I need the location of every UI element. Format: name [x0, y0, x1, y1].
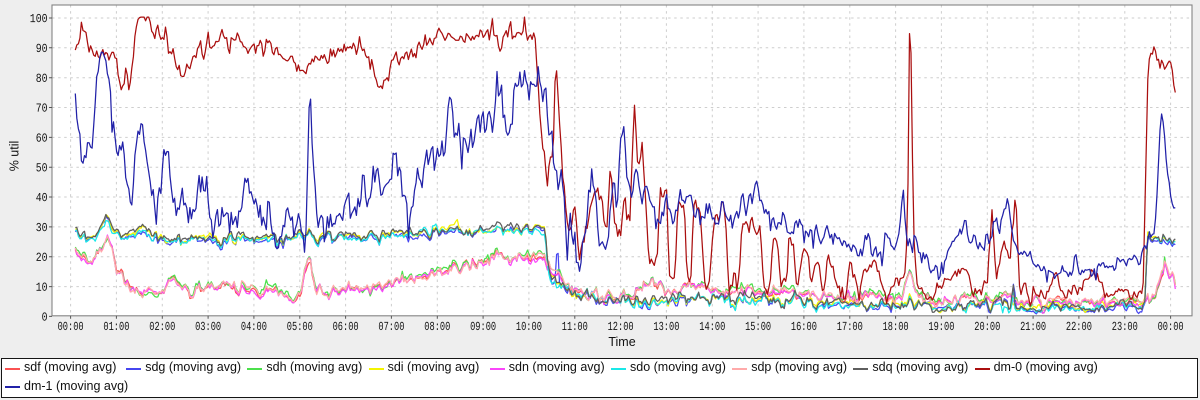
svg-text:70: 70 — [36, 102, 48, 116]
svg-text:16:00: 16:00 — [791, 320, 817, 334]
svg-text:05:00: 05:00 — [287, 320, 313, 334]
svg-text:00:00: 00:00 — [1158, 320, 1184, 334]
svg-text:06:00: 06:00 — [333, 320, 359, 334]
svg-text:09:00: 09:00 — [470, 320, 496, 334]
svg-text:40: 40 — [36, 191, 48, 205]
svg-text:80: 80 — [36, 72, 48, 86]
svg-text:100: 100 — [30, 12, 48, 26]
svg-text:21:00: 21:00 — [1020, 320, 1046, 334]
svg-text:50: 50 — [36, 161, 48, 175]
svg-text:22:00: 22:00 — [1066, 320, 1092, 334]
svg-text:30: 30 — [36, 221, 48, 235]
svg-text:10:00: 10:00 — [516, 320, 542, 334]
svg-text:% util: % util — [8, 141, 22, 172]
svg-text:20: 20 — [36, 251, 48, 265]
svg-text:13:00: 13:00 — [653, 320, 679, 334]
svg-text:02:00: 02:00 — [149, 320, 175, 334]
svg-text:90: 90 — [36, 42, 48, 56]
svg-text:12:00: 12:00 — [608, 320, 634, 334]
svg-text:19:00: 19:00 — [928, 320, 954, 334]
svg-text:0: 0 — [42, 311, 48, 325]
svg-text:00:00: 00:00 — [58, 320, 84, 334]
svg-text:07:00: 07:00 — [378, 320, 404, 334]
svg-text:60: 60 — [36, 132, 48, 146]
svg-text:04:00: 04:00 — [241, 320, 267, 334]
svg-text:20:00: 20:00 — [974, 320, 1000, 334]
svg-text:10: 10 — [36, 281, 48, 295]
svg-text:Time: Time — [608, 335, 635, 349]
svg-text:03:00: 03:00 — [195, 320, 221, 334]
svg-text:11:00: 11:00 — [562, 320, 588, 334]
svg-text:17:00: 17:00 — [837, 320, 863, 334]
svg-text:14:00: 14:00 — [699, 320, 725, 334]
svg-text:18:00: 18:00 — [883, 320, 909, 334]
svg-text:23:00: 23:00 — [1112, 320, 1138, 334]
svg-text:15:00: 15:00 — [745, 320, 771, 334]
svg-text:08:00: 08:00 — [424, 320, 450, 334]
svg-text:01:00: 01:00 — [103, 320, 129, 334]
